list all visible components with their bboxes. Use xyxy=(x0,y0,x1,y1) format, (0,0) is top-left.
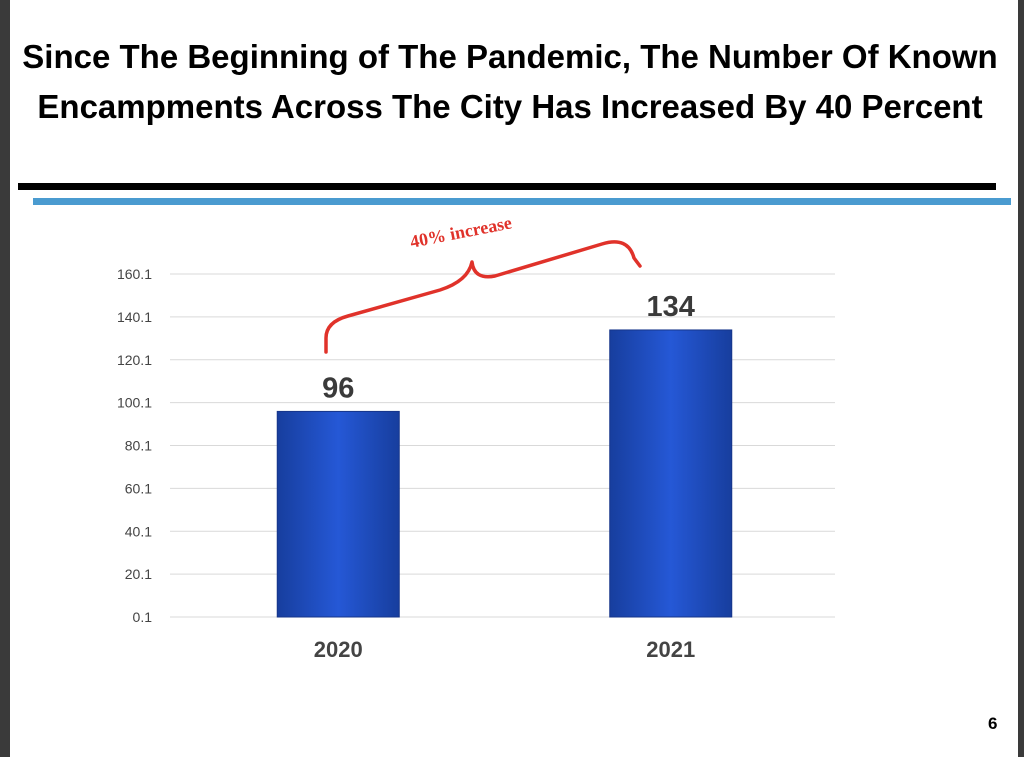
increase-bracket xyxy=(324,240,642,354)
page-number: 6 xyxy=(988,714,998,733)
x-category-label: 2021 xyxy=(646,637,695,662)
x-category-label: 2020 xyxy=(314,637,363,662)
y-tick-label: 100.1 xyxy=(117,395,152,411)
y-tick-label: 60.1 xyxy=(125,480,152,496)
slide: Since The Beginning of The Pandemic, The… xyxy=(10,0,1018,757)
slide-title: Since The Beginning of The Pandemic, The… xyxy=(22,38,998,125)
y-tick-label: 0.1 xyxy=(133,609,153,625)
bar-chart: 0.120.140.160.180.1100.1120.1140.1160.1 … xyxy=(117,212,835,662)
y-tick-label: 140.1 xyxy=(117,309,152,325)
y-tick-label: 120.1 xyxy=(117,352,152,368)
title-divider-black xyxy=(18,183,996,190)
y-tick-label: 20.1 xyxy=(125,566,152,582)
data-label-2020: 96 xyxy=(322,372,354,404)
bar-2020 xyxy=(276,410,400,618)
annotation-40-increase: 40% increase xyxy=(408,212,513,251)
bar-2021 xyxy=(609,329,733,618)
y-tick-label: 80.1 xyxy=(125,438,152,454)
y-tick-label: 160.1 xyxy=(117,266,152,282)
y-tick-label: 40.1 xyxy=(125,523,152,539)
title-divider-blue xyxy=(33,198,1011,205)
data-label-2021: 134 xyxy=(647,291,695,323)
